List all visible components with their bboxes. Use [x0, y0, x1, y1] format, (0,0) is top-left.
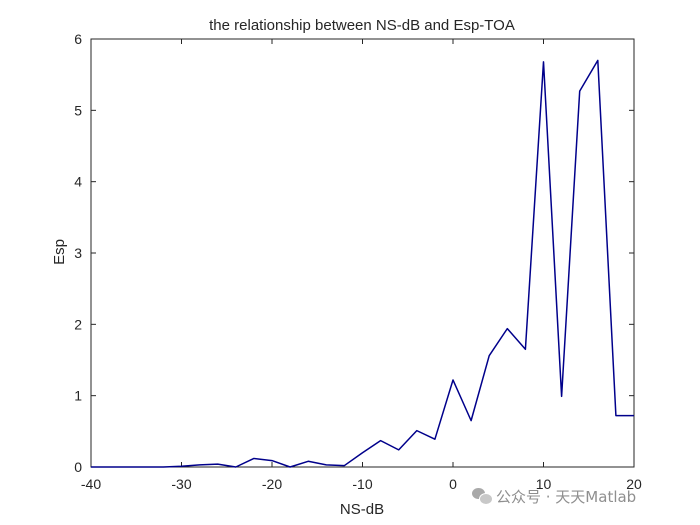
y-tick-label: 6	[74, 31, 82, 47]
y-tick-label: 0	[74, 459, 82, 475]
y-tick-label: 3	[74, 245, 82, 261]
x-tick-label: 20	[626, 476, 642, 492]
x-tick-label: -40	[81, 476, 101, 492]
y-axis-label: Esp	[51, 239, 68, 265]
x-axis-label: NS-dB	[340, 501, 384, 518]
axes-box	[90, 38, 635, 468]
x-tick-label: 0	[449, 476, 457, 492]
y-tick-label: 4	[74, 174, 82, 190]
y-tick-label: 5	[74, 102, 82, 118]
x-tick-label: -10	[352, 476, 372, 492]
chart-title: the relationship between NS-dB and Esp-T…	[209, 17, 515, 34]
wechat-icon	[472, 487, 493, 505]
x-tick-label: -20	[262, 476, 282, 492]
series-line	[91, 59, 634, 468]
y-tick-label: 2	[74, 316, 82, 332]
x-tick-label: -30	[171, 476, 191, 492]
x-tick-label: 10	[536, 476, 552, 492]
watermark-text: 公众号 · 天天Matlab	[496, 487, 637, 506]
y-tick-label: 1	[74, 388, 82, 404]
watermark: 公众号 · 天天Matlab	[472, 485, 687, 507]
plot-area: -40 -30 -20 -10 0 10 20 0 1 2 3 4 5 6	[74, 31, 642, 492]
